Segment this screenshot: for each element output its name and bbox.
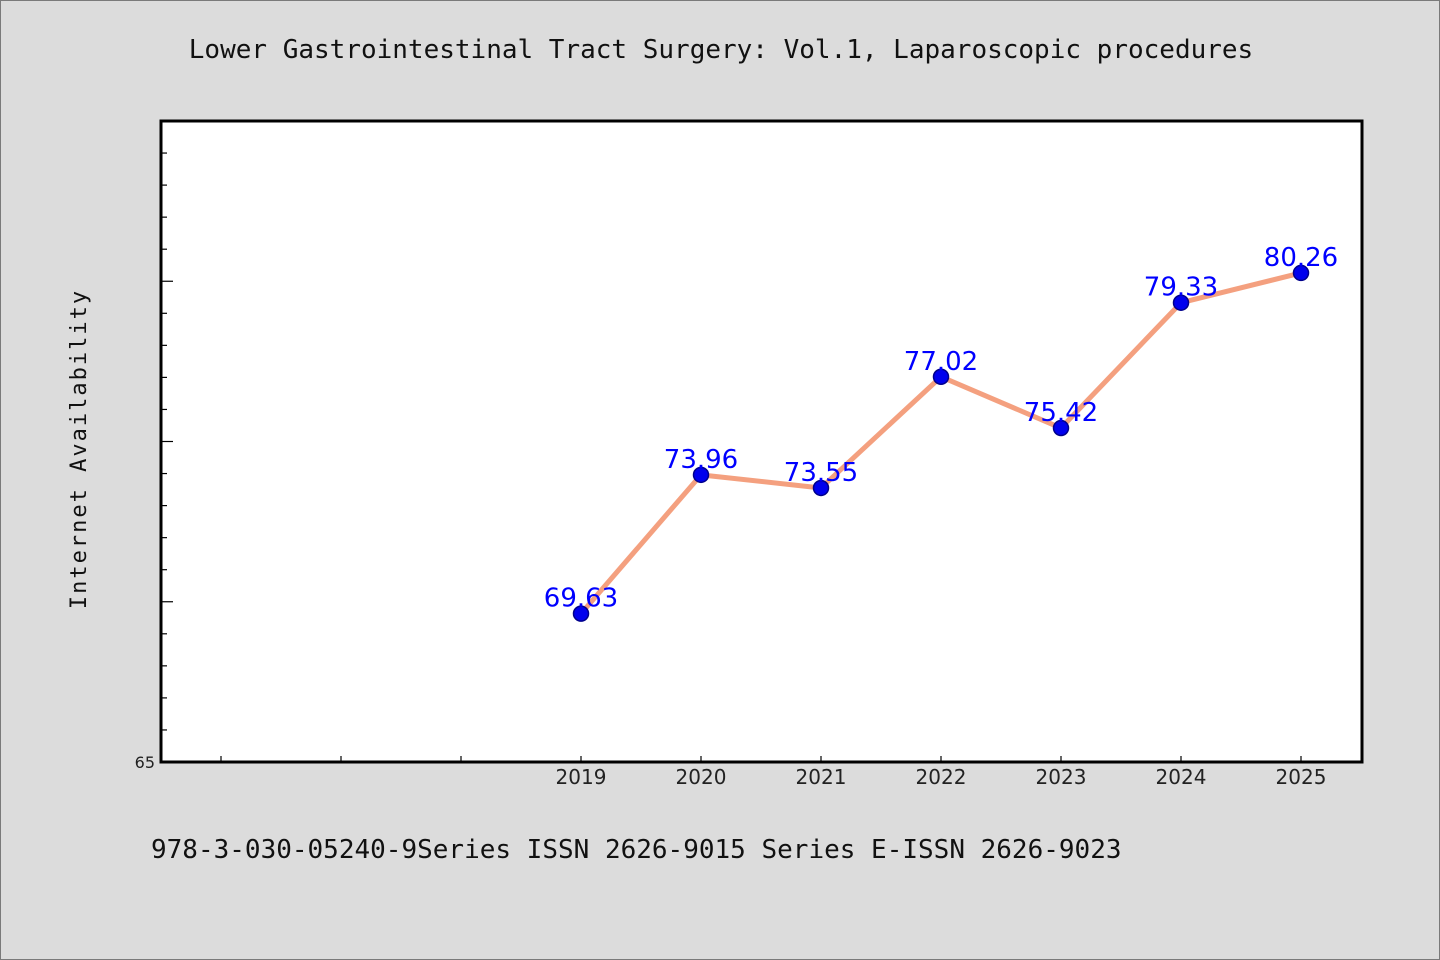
data-label: 79.33 (1144, 273, 1218, 303)
data-label: 75.42 (1024, 398, 1098, 428)
data-label: 80.26 (1264, 243, 1338, 273)
chart-title: Lower Gastrointestinal Tract Surgery: Vo… (188, 35, 1254, 65)
data-label: 73.55 (784, 458, 858, 488)
y-axis-label: Internet Availability (67, 289, 92, 609)
data-point (1292, 264, 1310, 282)
data-point (812, 479, 830, 497)
footer-isbn-text: 978-3-030-05240-9Series ISSN 2626-9015 S… (151, 835, 1122, 865)
plot-area (159, 119, 1364, 764)
x-axis: 2019 2020 2021 2022 2023 2024 2025 (220, 756, 1327, 789)
x-tick-label: 2025 (1276, 765, 1327, 789)
data-label: 73.96 (664, 445, 738, 475)
data-point (692, 466, 710, 484)
series-group: 69.63 73.96 73.55 77.02 75.42 79.33 80.26 (544, 243, 1338, 622)
x-tick-label: 2022 (916, 765, 967, 789)
data-point (1052, 419, 1070, 437)
data-label: 69.63 (544, 584, 618, 614)
y-tick-label: 65 (135, 753, 155, 772)
x-tick-label: 2024 (1156, 765, 1207, 789)
data-point (1172, 294, 1190, 311)
y-axis: 65 (135, 152, 173, 772)
data-point (932, 368, 950, 386)
x-tick-label: 2019 (556, 765, 607, 789)
x-tick-label: 2020 (676, 765, 727, 789)
x-tick-label: 2023 (1036, 765, 1087, 789)
data-point (572, 605, 590, 622)
x-tick-label: 2021 (796, 765, 847, 789)
data-label: 77.02 (904, 347, 978, 377)
